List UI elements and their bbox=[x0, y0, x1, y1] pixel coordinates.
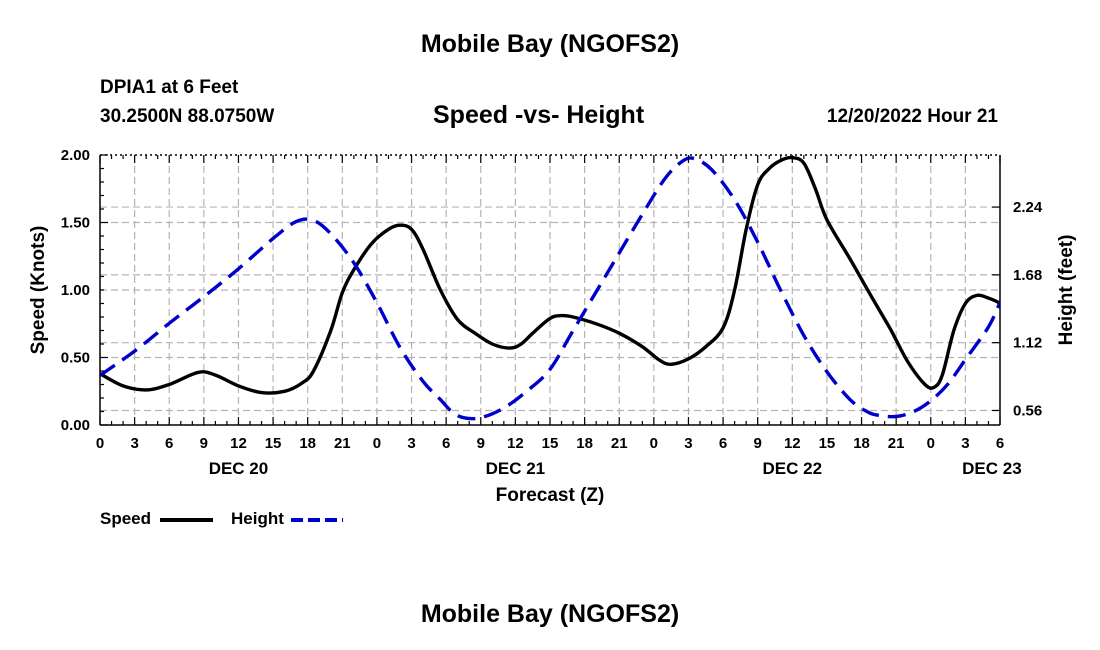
x-tick-label: 3 bbox=[961, 435, 969, 452]
x-tick-label: 21 bbox=[611, 435, 628, 452]
y-tick-label: 1.00 bbox=[61, 282, 90, 299]
y2-tick-label: 2.24 bbox=[1013, 199, 1043, 216]
x-tick-label: 12 bbox=[507, 435, 524, 452]
x-tick-label: 6 bbox=[442, 435, 450, 452]
series-line-height bbox=[100, 156, 1000, 421]
x-tick-label: 15 bbox=[819, 435, 836, 452]
x-tick-label: 3 bbox=[684, 435, 692, 452]
y-tick-label: 1.50 bbox=[61, 215, 90, 232]
x-tick-label: 18 bbox=[576, 435, 593, 452]
x-tick-label: 9 bbox=[754, 435, 762, 452]
y-tick-label: 2.00 bbox=[61, 147, 90, 164]
x-tick-label: 0 bbox=[96, 435, 104, 452]
y2-tick-label: 0.56 bbox=[1013, 402, 1042, 419]
x-tick-label: 6 bbox=[996, 435, 1004, 452]
x-date-label: DEC 21 bbox=[486, 459, 546, 478]
x-tick-label: 0 bbox=[373, 435, 381, 452]
x-tick-label: 18 bbox=[299, 435, 316, 452]
x-tick-label: 21 bbox=[334, 435, 351, 452]
chart-subtitle: Speed -vs- Height bbox=[433, 101, 645, 129]
station-coordinates: 30.2500N 88.0750W bbox=[100, 106, 275, 127]
legend-height-label: Height bbox=[231, 509, 284, 528]
x-tick-label: 9 bbox=[200, 435, 208, 452]
legend-speed-label: Speed bbox=[100, 509, 152, 528]
x-tick-label: 18 bbox=[853, 435, 870, 452]
x-tick-label: 3 bbox=[407, 435, 415, 452]
chart-series-group bbox=[100, 155, 1000, 421]
y2-axis-title: Height (feet) bbox=[1056, 235, 1077, 346]
x-tick-label: 6 bbox=[165, 435, 173, 452]
x-tick-label: 15 bbox=[265, 435, 282, 452]
x-tick-label: 6 bbox=[719, 435, 727, 452]
axis-labels: 0 3 6 9 12 15 18 21 0 3 6 9 12 15 18 21 0 3 6 9 12 15 18 21 0 3 6 D… bbox=[28, 147, 1077, 506]
y-tick-label: 0.00 bbox=[61, 417, 90, 434]
x-tick-label: 21 bbox=[888, 435, 905, 452]
x-axis-title: Forecast (Z) bbox=[496, 485, 605, 506]
x-date-label: DEC 22 bbox=[763, 459, 823, 478]
x-tick-label: 0 bbox=[650, 435, 658, 452]
y-tick-label: 0.50 bbox=[61, 350, 90, 367]
y-axis-title: Speed (Knots) bbox=[28, 226, 49, 355]
y2-tick-label: 1.12 bbox=[1013, 335, 1042, 352]
x-tick-label: 12 bbox=[230, 435, 247, 452]
series-line-speed bbox=[100, 155, 1000, 395]
chart-main-title: Mobile Bay (NGOFS2) bbox=[420, 30, 680, 58]
x-date-label: DEC 20 bbox=[209, 459, 269, 478]
chart-footer-title: Mobile Bay (NGOFS2) bbox=[420, 600, 680, 628]
x-tick-label: 0 bbox=[927, 435, 935, 452]
x-tick-label: 12 bbox=[784, 435, 801, 452]
y2-tick-label: 1.68 bbox=[1013, 267, 1042, 284]
x-tick-label: 3 bbox=[130, 435, 138, 452]
x-date-label: DEC 23 bbox=[962, 459, 1022, 478]
x-tick-label: 9 bbox=[477, 435, 485, 452]
x-tick-label: 15 bbox=[542, 435, 559, 452]
station-label: DPIA1 at 6 Feet bbox=[100, 77, 239, 98]
axis-ticks bbox=[99, 154, 1001, 426]
forecast-datetime: 12/20/2022 Hour 21 bbox=[826, 106, 998, 127]
